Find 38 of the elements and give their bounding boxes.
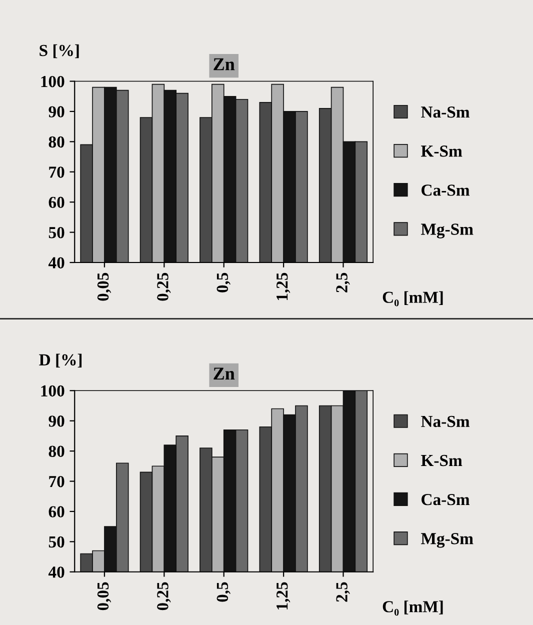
x-axis-title: C₀ [mM] [382,600,443,616]
y-tick-label: 70 [49,476,64,488]
x-axis-title: C₀ [mM] [382,291,443,306]
x-tick-label: 0,25 [157,272,171,301]
y-tick-label: 60 [48,196,64,208]
legend-label: Mg-Sm [421,224,474,238]
y-axis-title: D [%] [39,354,82,368]
legend-label: Mg-Sm [421,533,474,548]
y-tick-label: 100 [41,76,64,88]
legend-label: Na-Sm [421,416,470,428]
y-tick-label: 50 [48,226,64,238]
y-tick-label: 40 [48,257,64,268]
y-tick-label: 50 [48,536,64,548]
legend-label: Na-Sm [421,106,470,118]
x-tick-label: 2,5 [336,272,350,292]
x-tick-label: 1,25 [276,272,290,300]
x-tick-label: 0,5 [216,582,230,602]
chart-title: Zn [214,58,235,70]
y-tick-label: 70 [49,166,64,178]
y-tick-label: 40 [48,566,64,578]
x-tick-label: 2,5 [336,582,350,602]
legend-label: Ca-Sm [422,184,470,196]
y-tick-label: 90 [48,416,64,427]
y-axis-title: S [%] [40,44,79,58]
y-tick-label: 80 [48,136,64,148]
x-tick-label: 1,25 [276,582,290,610]
legend-label: Ca-Sm [422,494,470,506]
x-tick-label: 0,05 [97,272,112,301]
y-tick-label: 60 [48,506,64,518]
y-tick-label: 90 [48,106,64,118]
x-tick-label: 0,05 [97,582,112,610]
legend-label: K-Sm [421,454,462,466]
chart-title: Zn [214,368,235,380]
x-tick-label: 0,25 [157,582,171,610]
legend-label: K-Sm [421,146,462,157]
y-tick-label: 100 [41,385,64,397]
x-tick-label: 0,5 [216,272,230,292]
y-tick-label: 80 [48,446,64,457]
